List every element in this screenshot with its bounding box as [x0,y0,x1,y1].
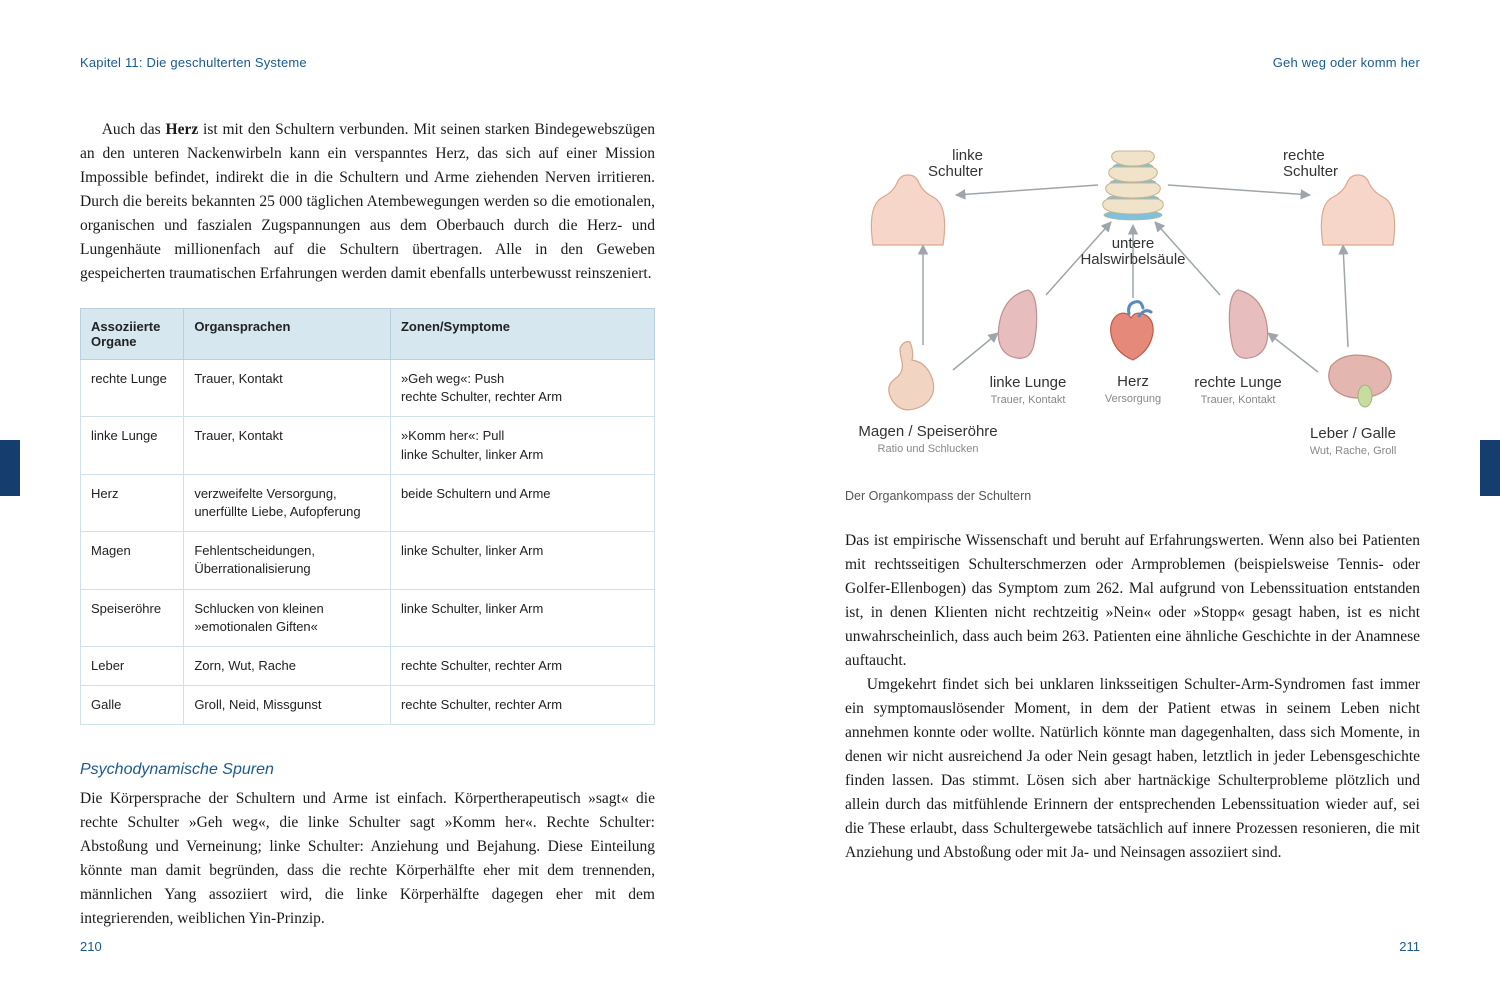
table-cell: Galle [81,686,184,725]
paragraph-2: Die Körpersprache der Schultern und Arme… [80,787,655,931]
table-row: linke LungeTrauer, Kontakt»Komm her«: Pu… [81,417,655,474]
svg-text:Ratio und Schlucken: Ratio und Schlucken [877,443,978,455]
svg-text:Trauer, Kontakt: Trauer, Kontakt [990,394,1065,406]
table-cell: rechte Schulter, rechter Arm [390,646,654,685]
table-cell: Trauer, Kontakt [184,417,391,474]
svg-text:Wut, Rache, Groll: Wut, Rache, Groll [1309,445,1396,457]
table-cell: Leber [81,646,184,685]
table-cell: Schlucken von kleinen »emotionalen Gifte… [184,589,391,646]
table-cell: Speiseröhre [81,589,184,646]
svg-text:untere: untere [1111,235,1154,252]
section-title: Psychodynamische Spuren [80,761,655,779]
svg-text:Magen / Speiseröhre: Magen / Speiseröhre [858,423,997,440]
svg-text:Versorgung: Versorgung [1104,393,1160,405]
svg-text:Schulter: Schulter [1283,163,1338,180]
paragraph-4: Umgekehrt findet sich bei unklaren links… [845,673,1420,865]
svg-text:Halswirbelsäule: Halswirbelsäule [1080,251,1185,268]
paragraph-1-bold: Herz [166,121,199,138]
table-cell: »Geh weg«: Pushrechte Schulter, rechter … [390,360,654,417]
table-row: SpeiseröhreSchlucken von kleinen »emotio… [81,589,655,646]
page-right: Geh weg oder komm her linkeSchulterrecht… [750,0,1500,994]
running-head-left: Kapitel 11: Die geschulterten Systeme [80,55,655,70]
table-cell: Fehlentscheidungen, Überrationalisierung [184,532,391,589]
svg-text:rechte Lunge: rechte Lunge [1194,374,1282,391]
paragraph-1-a: Auch das [102,121,166,138]
page-number-left: 210 [80,939,102,954]
table-cell: Groll, Neid, Missgunst [184,686,391,725]
table-cell: rechte Schulter, rechter Arm [390,686,654,725]
paragraph-1: Auch das Herz ist mit den Schultern verb… [80,118,655,286]
running-head-right: Geh weg oder komm her [845,55,1420,70]
svg-text:Trauer, Kontakt: Trauer, Kontakt [1200,394,1275,406]
table-row: MagenFehlentscheidungen, Überrationalisi… [81,532,655,589]
table-cell: Herz [81,474,184,531]
table-row: Herzverzweifelte Versorgung, unerfüllte … [81,474,655,531]
table-cell: linke Schulter, linker Arm [390,532,654,589]
page-left: Kapitel 11: Die geschulterten Systeme Au… [0,0,750,994]
svg-text:rechte: rechte [1283,147,1325,164]
svg-text:linke: linke [952,147,983,164]
table-cell: verzweifelte Versorgung, unerfüllte Lieb… [184,474,391,531]
table-cell: Magen [81,532,184,589]
svg-text:Herz: Herz [1117,373,1149,390]
table-cell: Trauer, Kontakt [184,360,391,417]
paragraph-3: Das ist empirische Wissenschaft und beru… [845,529,1420,673]
table-header: Organsprachen [184,309,391,360]
table-cell: linke Lunge [81,417,184,474]
svg-text:linke Lunge: linke Lunge [989,374,1066,391]
table-row: rechte LungeTrauer, Kontakt»Geh weg«: Pu… [81,360,655,417]
page-number-right: 211 [1399,939,1420,954]
table-cell: Zorn, Wut, Rache [184,646,391,685]
table-cell: linke Schulter, linker Arm [390,589,654,646]
table-cell: »Komm her«: Pulllinke Schulter, linker A… [390,417,654,474]
table-header: Assoziierte Organe [81,309,184,360]
table-cell: rechte Lunge [81,360,184,417]
svg-text:Leber / Galle: Leber / Galle [1310,425,1396,442]
book-spread: Kapitel 11: Die geschulterten Systeme Au… [0,0,1500,994]
organ-table: Assoziierte OrganeOrgansprachenZonen/Sym… [80,308,655,725]
diagram-svg: linkeSchulterrechteSchulteruntereHalswir… [853,110,1413,470]
table-header: Zonen/Symptome [390,309,654,360]
organ-compass-diagram: linkeSchulterrechteSchulteruntereHalswir… [845,110,1420,475]
paragraph-1-b: ist mit den Schultern verbunden. Mit sei… [80,121,655,282]
svg-text:Schulter: Schulter [927,163,982,180]
table-row: LeberZorn, Wut, Racherechte Schulter, re… [81,646,655,685]
table-cell: beide Schultern und Arme [390,474,654,531]
diagram-caption: Der Organkompass der Schultern [845,489,1420,503]
table-row: GalleGroll, Neid, Missgunstrechte Schult… [81,686,655,725]
